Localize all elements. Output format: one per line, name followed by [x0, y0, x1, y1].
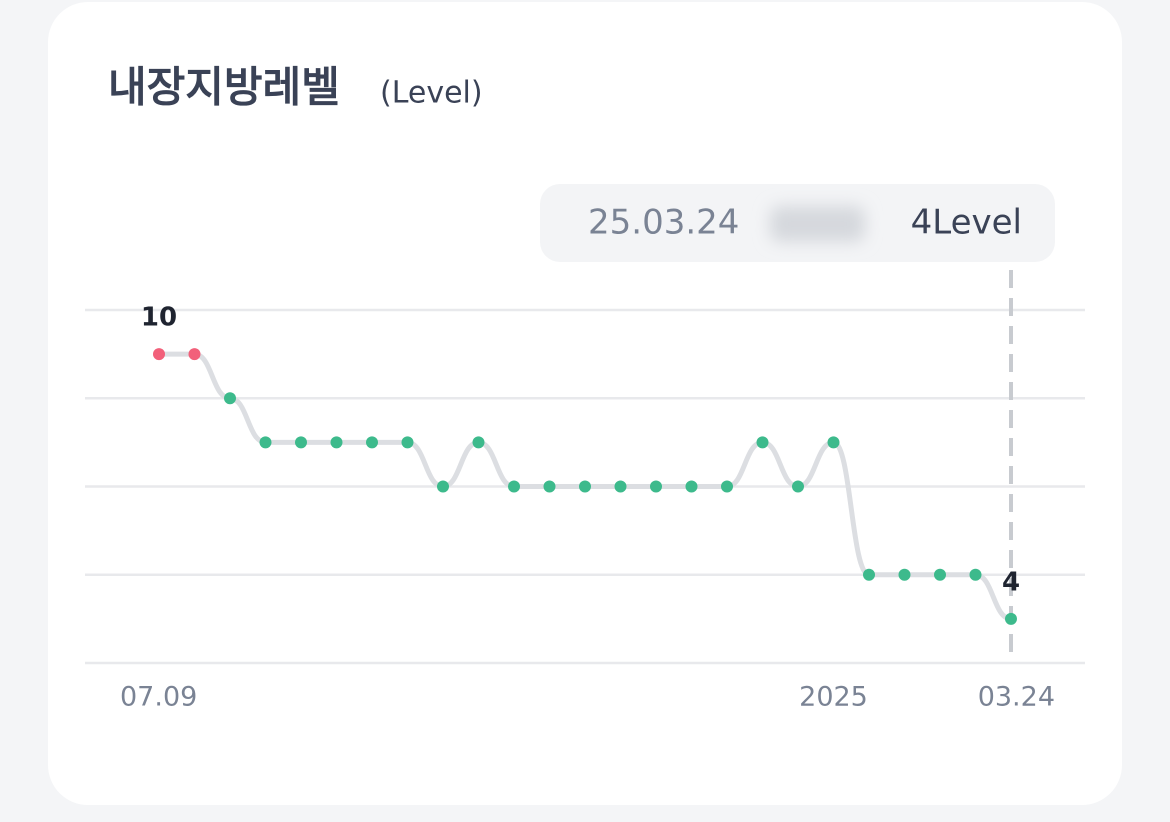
point	[934, 568, 946, 581]
point	[969, 568, 982, 581]
tooltip-value: 4Level	[911, 203, 1022, 243]
x-tick-label: 03.24	[978, 682, 1055, 713]
tooltip-date: 25.03.24	[588, 203, 739, 243]
point	[472, 436, 485, 449]
point	[827, 436, 840, 449]
point	[898, 568, 911, 581]
point	[366, 436, 378, 449]
chart-title: 내장지방레벨	[108, 63, 340, 112]
point	[614, 480, 627, 493]
point	[863, 568, 875, 581]
point	[330, 436, 343, 449]
point	[543, 480, 556, 493]
card	[48, 2, 1122, 805]
point	[756, 436, 769, 449]
point	[650, 480, 662, 493]
point	[153, 348, 165, 361]
point	[792, 480, 804, 493]
x-tick-label: 07.09	[120, 682, 197, 713]
point	[401, 436, 414, 449]
data-label: 4	[1002, 567, 1020, 597]
data-label: 10	[141, 303, 177, 333]
point	[224, 392, 236, 405]
point	[721, 480, 733, 493]
point	[188, 348, 201, 361]
point	[1005, 612, 1017, 625]
blurred-text	[770, 206, 865, 242]
point	[295, 436, 307, 449]
point	[579, 480, 591, 493]
chart-subtitle: (Level)	[380, 76, 483, 111]
point	[437, 480, 449, 493]
x-tick-label: 2025	[799, 682, 868, 713]
point	[685, 480, 698, 493]
point	[508, 480, 520, 493]
point	[259, 436, 272, 449]
